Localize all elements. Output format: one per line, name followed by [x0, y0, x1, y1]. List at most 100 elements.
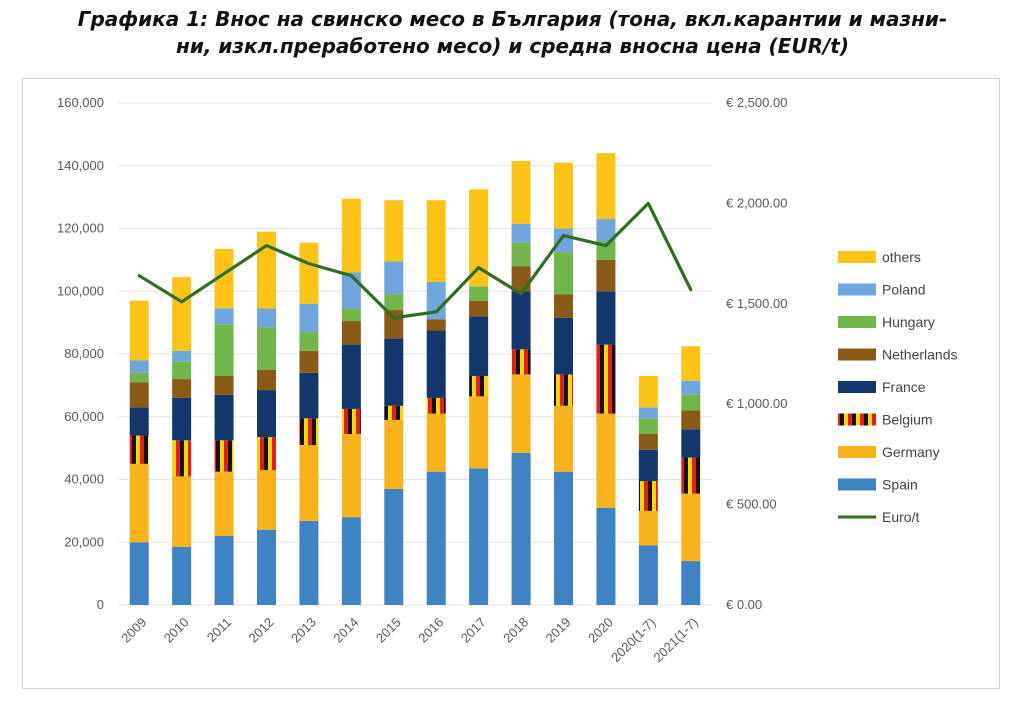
x-axis-label-2010: 2010 — [161, 615, 192, 646]
bar-stack-2018 — [511, 161, 531, 605]
bar-segment-others — [469, 189, 489, 287]
bar-segment-others — [257, 231, 276, 309]
bar-segment-poland — [129, 360, 149, 373]
bar-segment-netherlands — [426, 319, 446, 331]
bar-segment-netherlands — [511, 266, 531, 292]
bar-stack-2012 — [257, 231, 276, 605]
left-axis-ticks: 0 20,000 40,000 60,000 80,000 100,000 120,000 1… — [57, 95, 104, 612]
bar-segment-hungary — [257, 327, 276, 370]
bar-segment-poland — [426, 281, 446, 320]
left-axis-tick-label: 140,000 — [57, 158, 104, 173]
bar-segment-germany — [384, 419, 404, 489]
bar-segment-spain — [638, 545, 658, 605]
bar-segment-others — [129, 300, 149, 361]
bar-segment-others — [341, 198, 361, 273]
bar-segment-others — [384, 200, 404, 262]
left-axis-tick-label: 20,000 — [64, 534, 104, 549]
bar-stack-2010 — [172, 277, 192, 605]
right-axis-tick-label: € 500.00 — [726, 497, 777, 512]
bar-segment-france — [257, 390, 276, 438]
x-axis-label-2012: 2012 — [246, 615, 277, 646]
bar-segment-belgium — [384, 405, 404, 420]
legend-swatch-germany — [838, 446, 876, 458]
bar-segment-belgium — [129, 435, 149, 464]
legend-item-hungary: Hungary — [838, 314, 935, 330]
x-axis-label-2014: 2014 — [330, 615, 361, 646]
bar-segment-others — [596, 153, 616, 220]
bar-segment-belgium — [341, 408, 361, 435]
bar-stack-2016 — [426, 200, 446, 605]
legend-label-netherlands: Netherlands — [882, 347, 958, 363]
x-axis-label-2015: 2015 — [373, 615, 404, 646]
x-axis-label-2018: 2018 — [500, 615, 531, 646]
bar-segment-others — [172, 277, 192, 351]
bar-segment-belgium — [638, 481, 658, 511]
legend-label-spain: Spain — [882, 477, 918, 493]
x-axis-label-2020-1-7: 2020(1-7) — [608, 615, 658, 665]
bar-segment-france — [426, 330, 446, 398]
legend-item-poland: Poland — [838, 282, 926, 298]
bar-segment-france — [384, 338, 404, 406]
bar-segment-poland — [554, 228, 573, 253]
bar-segment-netherlands — [554, 294, 573, 318]
right-axis-tick-label: € 2,500.00 — [726, 95, 787, 110]
bar-segment-hungary — [129, 372, 149, 383]
bar-segment-netherlands — [469, 300, 489, 317]
left-axis-tick-label: 40,000 — [64, 472, 104, 487]
legend-swatch-poland — [838, 283, 876, 296]
left-axis-tick-label: 0 — [97, 597, 104, 612]
bar-segment-others — [638, 375, 658, 408]
bar-segment-poland — [638, 407, 658, 419]
bar-segment-hungary — [469, 286, 489, 301]
line-euro-t — [137, 201, 693, 320]
bar-segment-belgium — [681, 457, 701, 494]
bar-segment-belgium — [257, 437, 276, 471]
legend-swatch-hungary — [838, 316, 876, 328]
bar-segment-others — [511, 161, 531, 224]
legend-item-others: others — [838, 249, 921, 265]
bar-segment-germany — [638, 510, 658, 546]
legend-label-germany: Germany — [882, 444, 940, 460]
chart-title-line-1: Графика 1: Внос на свинско месо в Българ… — [77, 7, 948, 31]
bar-segment-spain — [257, 529, 276, 605]
bar-segment-poland — [384, 261, 404, 295]
bar-segment-germany — [341, 434, 361, 518]
bar-stack-2020-1-7 — [638, 375, 658, 605]
bar-segment-belgium — [596, 344, 616, 414]
left-axis-tick-label: 80,000 — [64, 346, 104, 361]
bar-segment-netherlands — [341, 321, 361, 345]
bar-segment-belgium — [426, 397, 446, 414]
gridlines — [118, 102, 712, 606]
bar-segment-others — [214, 248, 234, 309]
right-axis-tick-label: € 1,500.00 — [726, 296, 787, 311]
bar-segment-poland — [257, 308, 276, 328]
bar-segment-belgium — [172, 440, 192, 477]
bar-segment-spain — [426, 471, 446, 605]
x-axis-label-2011: 2011 — [204, 615, 234, 645]
legend-item-netherlands: Netherlands — [838, 347, 958, 363]
bar-segment-france — [129, 407, 149, 436]
x-axis-label-2020: 2020 — [585, 615, 616, 646]
bar-stack-2020 — [596, 153, 616, 605]
bar-segment-netherlands — [172, 379, 192, 398]
legend-label-hungary: Hungary — [882, 314, 935, 330]
bar-segment-netherlands — [681, 410, 701, 430]
chart-title: Графика 1: Внос на свинско месо в Българ… — [0, 6, 1025, 60]
legend-label-belgium: Belgium — [882, 412, 933, 428]
bar-segment-spain — [172, 546, 192, 605]
x-axis-label-2019: 2019 — [543, 615, 574, 646]
left-axis-tick-label: 100,000 — [57, 283, 104, 298]
bar-segment-belgium — [214, 440, 234, 472]
bar-segment-belgium — [469, 375, 489, 397]
bar-segment-hungary — [214, 324, 234, 376]
bar-segment-poland — [511, 223, 531, 243]
bar-segment-belgium — [299, 418, 319, 445]
bar-stack-2019 — [554, 162, 573, 605]
legend-swatch-belgium — [838, 413, 876, 426]
bar-segment-hungary — [681, 394, 701, 411]
x-axis-label-2016: 2016 — [415, 615, 446, 646]
bar-segment-netherlands — [129, 382, 149, 408]
bar-stack-2013 — [299, 242, 319, 605]
bar-stack-2017 — [469, 189, 489, 605]
